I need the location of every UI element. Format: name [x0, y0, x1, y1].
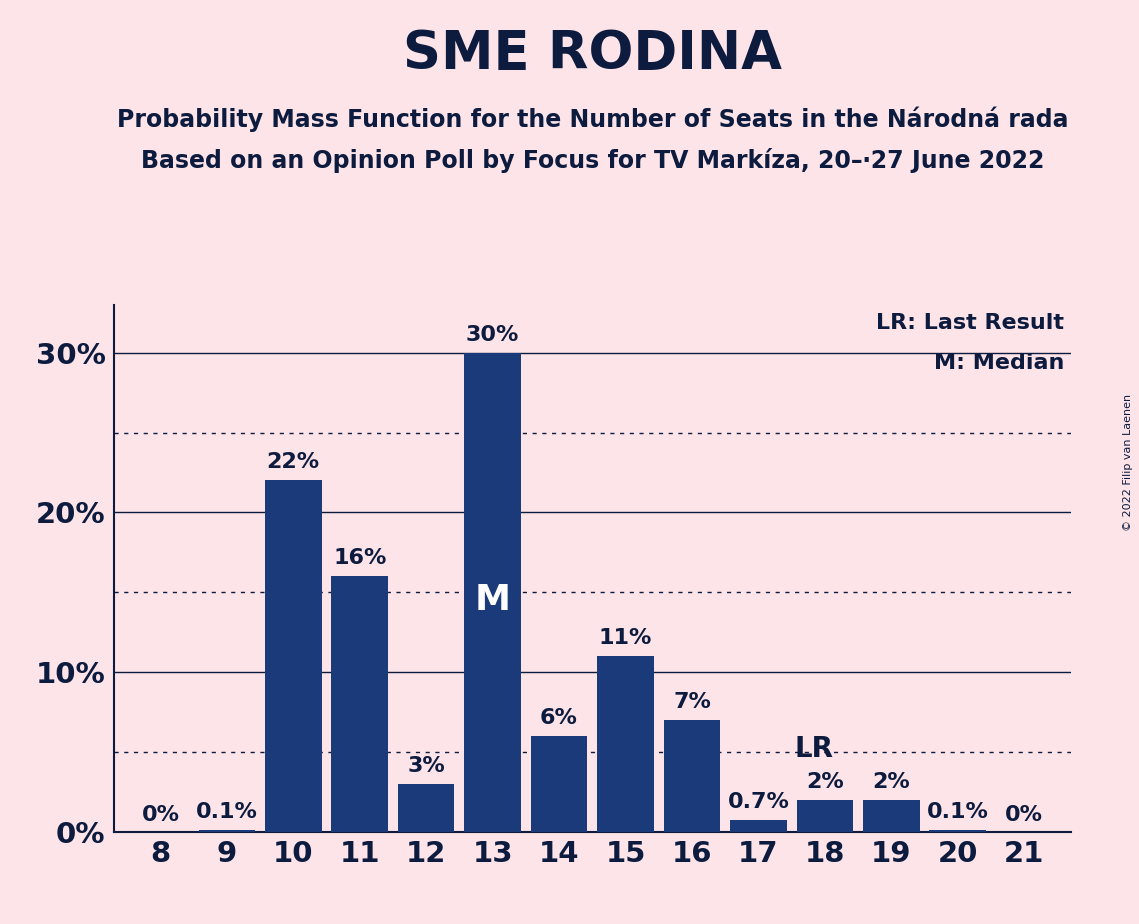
Text: M: M	[475, 583, 510, 617]
Bar	[597, 656, 654, 832]
Text: 2%: 2%	[872, 772, 910, 792]
Text: M: Median: M: Median	[934, 353, 1064, 372]
Bar	[730, 821, 787, 832]
Bar	[863, 799, 919, 832]
Text: 3%: 3%	[408, 756, 445, 776]
Text: 16%: 16%	[333, 548, 386, 568]
Text: Probability Mass Function for the Number of Seats in the Národná rada: Probability Mass Function for the Number…	[116, 106, 1068, 132]
Text: 2%: 2%	[806, 772, 844, 792]
Text: 0%: 0%	[141, 805, 180, 825]
Text: 11%: 11%	[599, 628, 653, 648]
Text: 7%: 7%	[673, 692, 711, 711]
Bar	[331, 577, 388, 832]
Bar	[398, 784, 454, 832]
Text: 0.1%: 0.1%	[927, 802, 989, 822]
Bar	[796, 799, 853, 832]
Bar	[929, 830, 986, 832]
Bar	[465, 353, 521, 832]
Text: 0%: 0%	[1005, 805, 1043, 825]
Text: SME RODINA: SME RODINA	[403, 28, 781, 79]
Bar	[531, 736, 588, 832]
Text: 30%: 30%	[466, 325, 519, 345]
Text: LR: LR	[795, 735, 834, 762]
Text: 6%: 6%	[540, 708, 577, 728]
Text: © 2022 Filip van Laenen: © 2022 Filip van Laenen	[1123, 394, 1133, 530]
Bar	[198, 830, 255, 832]
Text: 22%: 22%	[267, 453, 320, 472]
Bar	[664, 720, 720, 832]
Text: Based on an Opinion Poll by Focus for TV Markíza, 20–‧27 June 2022: Based on an Opinion Poll by Focus for TV…	[140, 148, 1044, 173]
Bar	[265, 480, 321, 832]
Text: 0.1%: 0.1%	[196, 802, 257, 822]
Text: 0.7%: 0.7%	[728, 793, 789, 812]
Text: LR: Last Result: LR: Last Result	[876, 313, 1064, 333]
